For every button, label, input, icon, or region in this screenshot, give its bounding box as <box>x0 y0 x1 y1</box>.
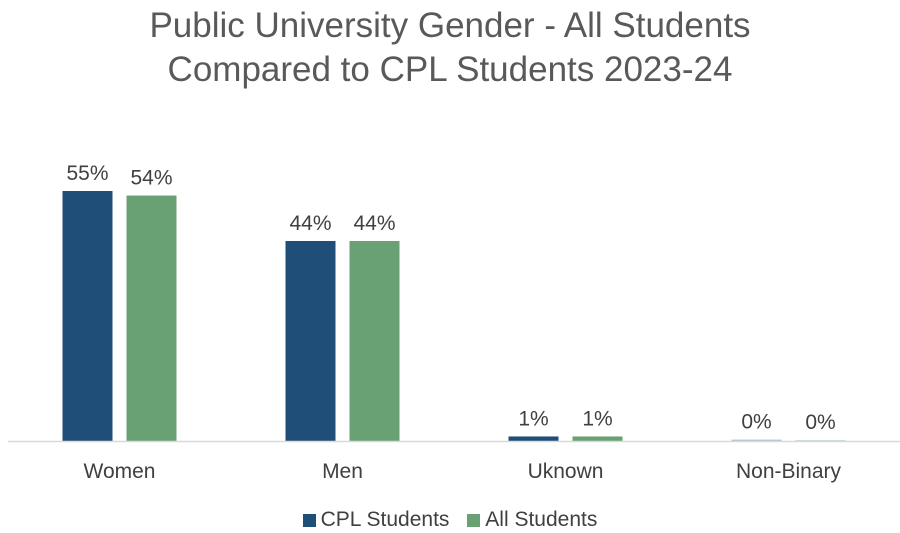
chart-title-line-1: Public University Gender - All Students <box>149 6 751 45</box>
legend-label-all: All Students <box>485 508 598 531</box>
chart-title-line-2: Compared to CPL Students 2023-24 <box>167 50 733 89</box>
data-label-cpl-women: 55% <box>66 162 108 185</box>
chart-title: Public University Gender - All Students … <box>0 4 900 92</box>
data-label-cpl-men: 44% <box>289 212 331 235</box>
x-tick-label-uknown: Uknown <box>528 460 604 483</box>
bar-cpl-men <box>285 241 336 441</box>
legend-swatch-all <box>467 513 481 527</box>
bar-all-women <box>126 195 177 441</box>
x-tick-label-women: Women <box>84 460 156 483</box>
bar-cpl-women <box>62 191 113 441</box>
bar-cpl-uknown <box>508 436 559 441</box>
x-tick-label-non-binary: Non-Binary <box>736 460 842 483</box>
legend-swatch-cpl <box>302 513 316 527</box>
bar-all-uknown <box>572 436 623 441</box>
legend-label-cpl: CPL Students <box>320 508 450 531</box>
legend: CPL Students All Students <box>0 508 900 533</box>
data-label-cpl-uknown: 1% <box>518 407 548 430</box>
legend-item-all: All Students <box>467 508 597 532</box>
bar-cpl-non-binary <box>731 439 782 441</box>
data-label-all-non-binary: 0% <box>805 411 835 434</box>
data-label-cpl-non-binary: 0% <box>741 411 771 434</box>
data-label-all-men: 44% <box>353 212 395 235</box>
bar-all-non-binary <box>795 440 846 441</box>
x-tick-label-men: Men <box>322 460 363 483</box>
data-label-all-uknown: 1% <box>582 407 612 430</box>
data-label-all-women: 54% <box>130 167 172 190</box>
bar-chart-plot: 55% 54% Women 44% 44% Men 1% 1% Uknown 0% 0% Non-Bi… <box>8 162 900 483</box>
legend-item-cpl: CPL Students <box>302 508 450 532</box>
bar-all-men <box>349 241 400 441</box>
